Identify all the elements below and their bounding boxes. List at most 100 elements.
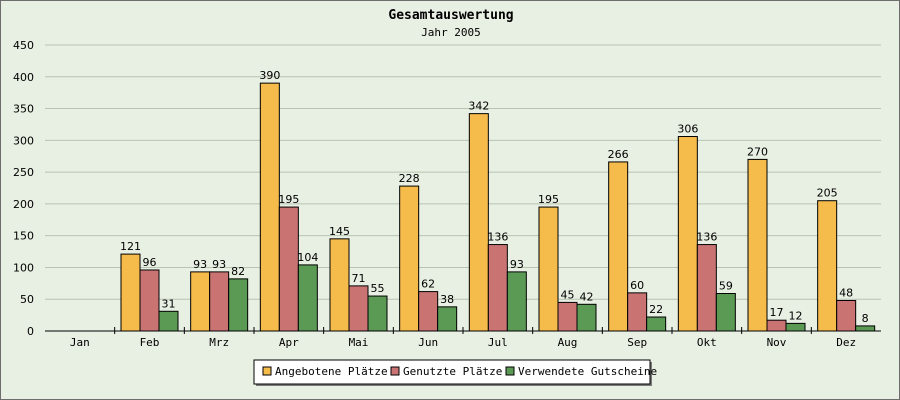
x-tick-label: Jan [70,336,90,349]
data-label: 145 [329,225,350,238]
bar [576,303,597,332]
data-label: 12 [789,309,803,322]
bar [747,158,768,332]
data-label: 60 [630,279,644,292]
bar [139,269,160,332]
y-tick-label: 100 [13,261,34,274]
legend-box [253,359,651,385]
x-tick-label: Mrz [209,336,229,349]
bar [348,285,369,332]
legend: Angebotene Plätze Genutzte Plätze Verwende… [253,359,657,386]
data-label: 104 [297,251,318,264]
bar [437,306,458,332]
bar [608,161,629,332]
bars [120,82,876,332]
legend-swatch [505,366,515,376]
data-label: 266 [608,148,629,161]
legend-swatch [390,366,400,376]
bar [259,82,280,332]
data-label: 62 [421,278,435,291]
bar [785,322,806,332]
data-label: 390 [259,69,280,82]
data-label: 59 [719,280,733,293]
x-tick-label: Nov [767,336,787,349]
data-label: 228 [399,172,420,185]
bar [418,291,439,332]
chart-subtitle: Jahr 2005 [421,26,481,39]
bar [677,136,698,332]
data-label: 270 [747,145,768,158]
y-tick-label: 350 [13,103,34,116]
legend-label: Verwendete Gutscheine [518,365,657,378]
bar [297,264,318,332]
x-axis-ticks: Jan Feb Mrz Apr Mai Jun Jul Aug Sep Okt Nov Dez [70,327,856,349]
data-label: 38 [440,293,454,306]
data-label: 55 [371,282,385,295]
x-tick-label: Aug [558,336,578,349]
bar [399,185,420,332]
bar [855,325,876,332]
grid-lines [45,44,881,300]
x-tick-label: Mai [349,336,369,349]
bar [367,295,388,332]
data-label: 45 [561,288,575,301]
data-label: 31 [162,297,176,310]
bar [329,238,350,332]
y-tick-label: 450 [13,39,34,52]
bar [209,271,230,332]
bar [278,206,299,332]
y-tick-label: 300 [13,134,34,147]
legend-swatch [262,366,272,376]
data-label: 195 [278,193,299,206]
data-label: 205 [817,187,838,200]
bar [120,253,141,332]
y-tick-label: 400 [13,71,34,84]
x-tick-label: Jun [418,336,438,349]
data-label: 96 [143,256,157,269]
bar [538,206,559,332]
y-axis-ticks: 0 50 100 150 200 250 300 350 400 450 [13,39,34,338]
x-tick-label: Feb [140,336,160,349]
x-tick-label: Okt [697,336,717,349]
y-tick-label: 200 [13,198,34,211]
legend-label: Genutzte Plätze [403,365,502,378]
data-label: 22 [649,303,663,316]
y-tick-label: 150 [13,230,34,243]
data-label: 121 [120,240,141,253]
data-label: 136 [696,231,717,244]
bar [817,200,838,332]
bar [468,113,489,332]
y-tick-label: 250 [13,166,34,179]
bar [487,244,508,332]
data-label: 48 [839,286,853,299]
data-label: 82 [231,265,245,278]
bar [836,299,857,332]
bar [506,271,527,332]
legend-label: Angebotene Plätze [275,365,388,378]
data-label: 342 [468,100,489,113]
bar [696,244,717,332]
chart-title: Gesamtauswertung [388,8,513,23]
bar [646,316,667,332]
bar [190,271,211,332]
data-label: 93 [193,258,207,271]
bar [715,293,736,332]
data-label: 8 [862,312,869,325]
data-label: 42 [580,290,594,303]
bar [158,310,179,332]
x-tick-label: Jul [488,336,508,349]
bar [766,319,787,332]
y-tick-label: 50 [20,293,34,306]
bar [228,278,249,332]
x-tick-label: Apr [279,336,299,349]
y-tick-label: 0 [27,325,34,338]
data-label: 306 [677,123,698,136]
data-label: 93 [510,258,524,271]
x-tick-label: Sep [627,336,647,349]
data-label: 136 [487,231,508,244]
data-label: 93 [212,258,226,271]
x-tick-label: Dez [836,336,856,349]
